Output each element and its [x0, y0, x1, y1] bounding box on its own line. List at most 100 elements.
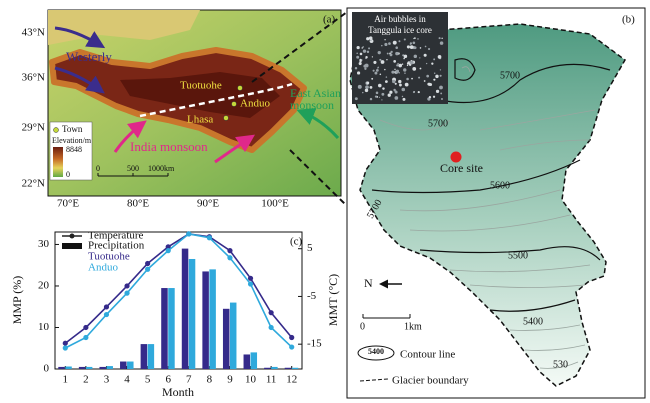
- bubble: [435, 74, 439, 79]
- scale-label: 0: [360, 321, 365, 332]
- bubble: [386, 58, 388, 61]
- contour-label: 5600: [490, 180, 510, 191]
- temperature-point: [103, 311, 110, 318]
- bubble: [375, 68, 379, 72]
- legend-boundary: [359, 378, 389, 382]
- bubble: [374, 95, 378, 98]
- lon-label: 90°E: [197, 198, 219, 210]
- monsoon-arrow: [214, 134, 255, 164]
- bubble: [368, 36, 373, 40]
- bubble: [356, 71, 361, 75]
- bubble: [380, 60, 385, 64]
- legend-label: Contour line: [400, 349, 455, 361]
- bubble: [356, 55, 360, 59]
- y-tick-label: 0: [44, 363, 50, 375]
- temperature-line: [64, 233, 293, 344]
- bubble: [398, 63, 403, 68]
- bubble: [438, 37, 441, 40]
- bubble: [412, 67, 417, 71]
- legend-town-dot: [53, 127, 59, 133]
- bubble: [437, 54, 442, 59]
- bar: [291, 367, 299, 369]
- bubble: [357, 84, 362, 89]
- bubble: [381, 92, 385, 96]
- bar: [271, 366, 278, 369]
- bubble: [363, 64, 367, 68]
- bubble: [409, 45, 414, 49]
- plateau-core: [120, 72, 280, 118]
- bubble: [433, 78, 436, 81]
- photo-caption: Air bubbles in: [374, 14, 426, 24]
- bubble: [433, 58, 436, 61]
- bubble: [406, 77, 409, 81]
- x-tick-label: 10: [245, 374, 257, 386]
- east-asian-monsoon-label: East Asian: [290, 86, 341, 100]
- boundary-line: [139, 82, 293, 118]
- bubble: [412, 41, 416, 45]
- bubble: [356, 45, 360, 50]
- glacier: [349, 21, 626, 387]
- legend-label: Town: [62, 124, 83, 134]
- y2-tick-label: -15: [307, 338, 322, 350]
- westerly-arrow: [54, 26, 106, 49]
- legend-label: Temperature: [88, 230, 144, 242]
- bubble: [379, 58, 382, 61]
- contour: [419, 246, 601, 261]
- temperature-point: [103, 304, 110, 310]
- bubble: [364, 67, 367, 70]
- bubble: [403, 57, 405, 60]
- y2-axis-label: MMT (°C): [326, 274, 340, 326]
- bar: [161, 288, 168, 369]
- bubble: [426, 74, 430, 78]
- bubble: [385, 80, 388, 84]
- bar: [58, 366, 65, 369]
- india-monsoon-label: India monsoon: [130, 139, 208, 154]
- bubble: [394, 90, 397, 93]
- bubble: [431, 62, 434, 65]
- bubble: [419, 67, 422, 70]
- legend-marker: [69, 233, 75, 239]
- legend-label: 0: [66, 170, 70, 179]
- bubble: [369, 97, 373, 101]
- temperature-point: [289, 344, 295, 350]
- bubble: [375, 91, 379, 95]
- bar: [243, 354, 251, 369]
- bar: [202, 271, 209, 369]
- bubble: [440, 92, 443, 95]
- temperature-point: [165, 248, 171, 254]
- bubble: [401, 87, 406, 92]
- temperature-point: [145, 260, 151, 267]
- bubble: [419, 47, 422, 49]
- bubble: [382, 87, 385, 90]
- scale-label: 1km: [404, 321, 422, 332]
- bubble: [425, 62, 428, 65]
- contour-label: 5700: [428, 118, 448, 129]
- x-tick-label: 3: [104, 374, 110, 386]
- bubble: [387, 93, 391, 97]
- bubble: [413, 54, 418, 59]
- bubble: [377, 51, 381, 55]
- bubble: [372, 69, 375, 72]
- bubble: [389, 90, 393, 94]
- north-label: N: [364, 276, 373, 290]
- temperature-point: [247, 275, 254, 281]
- bubble: [384, 39, 386, 41]
- plot-frame: [54, 231, 303, 370]
- scale-label: 1000km: [148, 164, 175, 173]
- bar: [65, 366, 72, 369]
- temperature-line: [64, 233, 293, 349]
- bubble: [395, 46, 398, 49]
- bubble: [398, 79, 402, 84]
- monsoon-arrow: [296, 108, 340, 139]
- bubble: [389, 53, 393, 57]
- bubble: [362, 91, 364, 94]
- y-tick-label: 30: [38, 238, 50, 250]
- panel-label: (b): [622, 14, 635, 26]
- scale-bar: [362, 314, 411, 319]
- temperature-point: [289, 334, 295, 341]
- bubble: [427, 82, 432, 86]
- bubble: [398, 72, 400, 74]
- contour: [379, 109, 596, 369]
- temperature-point: [124, 290, 130, 296]
- bubble: [394, 68, 396, 71]
